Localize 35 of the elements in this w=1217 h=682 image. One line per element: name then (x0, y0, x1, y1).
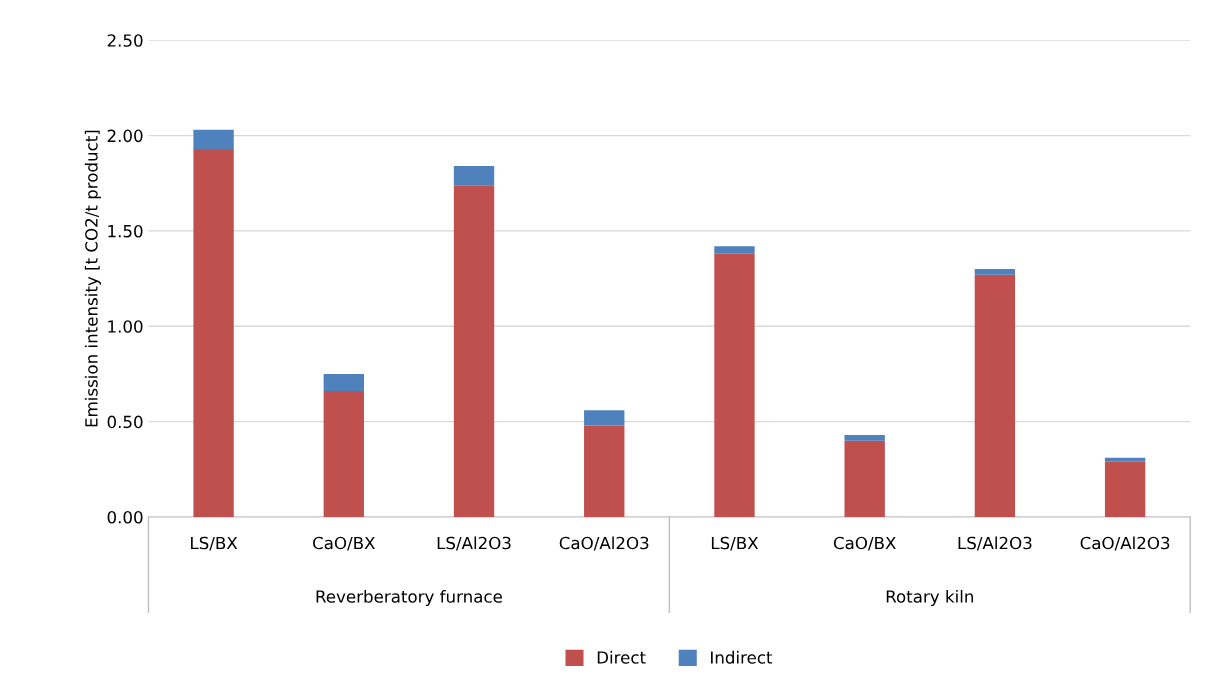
y-tick-label: 1.50 (108, 224, 143, 238)
bar (974, 269, 1016, 275)
text: Reverberatory furnace (316, 589, 502, 607)
bar (714, 253, 755, 517)
text: Rotary kiln (886, 589, 974, 607)
y-tick-label: 0.50 (107, 415, 143, 429)
bar (584, 410, 625, 426)
x-tick-label: LS/Al2O3 (437, 536, 511, 551)
x-tick-label: CaO/BX (833, 536, 896, 551)
legend-label: Direct (597, 650, 646, 664)
x-tick-label: LS/BX (191, 536, 238, 551)
bar (714, 246, 755, 254)
bar (844, 434, 885, 441)
x-tick-label: CaO/Al2O3 (1080, 536, 1170, 551)
x-tick-label: LS/BX (711, 536, 759, 551)
legend-label: Indirect (711, 650, 773, 664)
y-tick-label: 2.00 (107, 129, 143, 143)
bar (584, 425, 625, 517)
y-axis-title: Emission intensity [t CO2/t product] (84, 130, 101, 427)
bar (323, 391, 364, 517)
y-tick-label: 0.00 (107, 510, 143, 524)
bar (323, 373, 364, 392)
bar (193, 148, 234, 517)
bar (1104, 461, 1146, 517)
y-tick-label: 1.00 (108, 320, 143, 333)
x-tick-label: CaO/Al2O3 (559, 536, 649, 551)
bar (453, 185, 495, 517)
bar (974, 274, 1016, 517)
bar (453, 166, 495, 186)
bar (193, 129, 234, 149)
y-tick-label: 2.50 (107, 34, 143, 47)
bar (1104, 457, 1146, 462)
x-tick-label: LS/Al2O3 (958, 536, 1032, 551)
x-tick-label: CaO/BX (313, 536, 375, 551)
bar (844, 440, 885, 517)
